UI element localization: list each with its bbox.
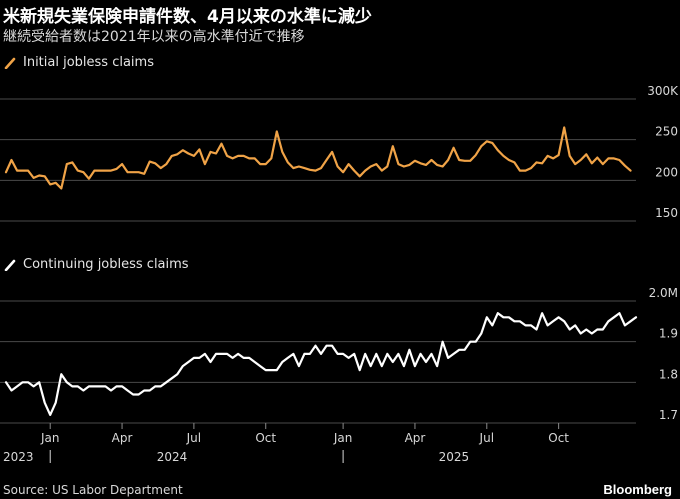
y-tick-label-continuing: 1.7 [659,408,678,422]
y-tick-label-initial: 200 [655,165,678,179]
bloomberg-logo: Bloomberg [603,482,672,497]
y-tick-label-initial: 150 [655,206,678,220]
x-year-label: 2024 [157,450,188,464]
x-tick-label: Oct [548,431,569,445]
x-tick-label: Jan [333,431,353,445]
x-tick-label: Jul [479,431,494,445]
x-tick-label: Jul [186,431,201,445]
y-tick-label-continuing: 1.8 [659,367,678,381]
source-note: Source: US Labor Department [3,483,183,497]
series-line-continuing-claims [4,312,638,416]
legend-continuing-label: Continuing jobless claims [23,257,189,272]
y-tick-label-initial: 250 [655,125,678,139]
y-tick-label-continuing: 1.9 [659,327,678,341]
y-tick-label-continuing: 2.0M [649,286,678,300]
series-line-initial-claims [4,126,632,190]
x-year-label: 2025 [439,450,470,464]
y-tick-label-initial: 300K [647,84,679,98]
x-tick-label: Apr [112,431,133,445]
legend-continuing-swatch [4,259,16,271]
legend-continuing: Continuing jobless claims [4,257,189,272]
x-year-label: 2023 [3,450,34,464]
legend-initial-label: Initial jobless claims [23,55,154,70]
legend-initial-swatch [4,57,16,69]
legend-initial: Initial jobless claims [4,55,154,70]
chart-subtitle: 継続受給者数は2021年以来の高水準付近で推移 [3,29,305,45]
x-tick-label: Jan [40,431,60,445]
x-tick-label: Apr [405,431,426,445]
chart-title: 米新規失業保険申請件数、4月以来の水準に減少 [3,7,372,27]
x-tick-label: Oct [255,431,276,445]
